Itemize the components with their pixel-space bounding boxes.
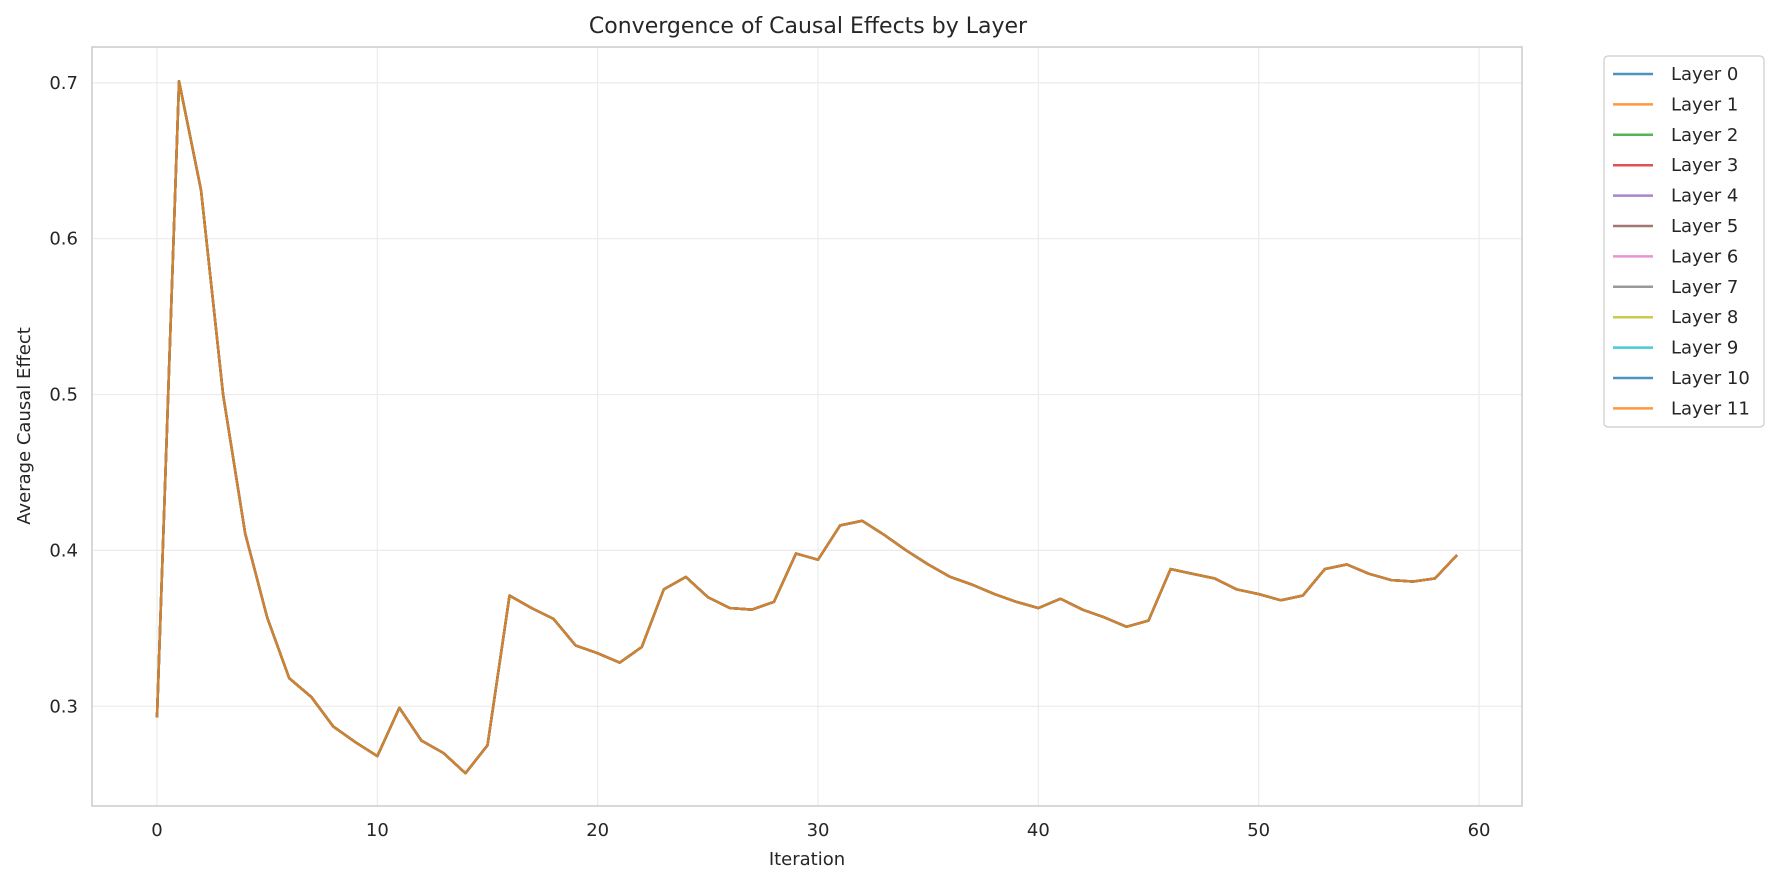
chart-title: Convergence of Causal Effects by Layer	[589, 14, 1028, 39]
series-line-layer-7	[155, 80, 1458, 775]
y-axis-label: Average Causal Effect	[14, 327, 35, 525]
legend-label: Layer 11	[1671, 398, 1750, 419]
series-line-layer-9	[155, 80, 1458, 775]
legend-label: Layer 3	[1671, 155, 1738, 176]
legend-label: Layer 10	[1671, 368, 1750, 389]
legend-label: Layer 2	[1671, 125, 1738, 146]
series-line-layer-2	[155, 80, 1458, 775]
series-line-layer-0	[155, 80, 1458, 775]
series-line-layer-5	[155, 80, 1458, 775]
series-line-layer-4	[155, 80, 1458, 775]
grid	[92, 47, 1522, 806]
x-tick-label: 10	[366, 820, 389, 841]
x-tick-label: 30	[807, 820, 830, 841]
y-tick-label: 0.7	[49, 73, 78, 94]
legend-label: Layer 1	[1671, 94, 1738, 115]
series-line-layer-3	[155, 80, 1458, 775]
legend-label: Layer 4	[1671, 186, 1738, 207]
plot-frame	[91, 46, 1523, 807]
series-line-layer-8	[155, 80, 1458, 775]
legend-label: Layer 5	[1671, 216, 1738, 237]
y-tick-label: 0.6	[49, 229, 78, 250]
x-tick-label: 60	[1468, 820, 1491, 841]
series-line-layer-11	[155, 80, 1458, 775]
legend-label: Layer 0	[1671, 64, 1738, 85]
x-tick-label: 20	[586, 820, 609, 841]
y-tick-label: 0.4	[49, 540, 78, 561]
series-line-layer-6	[155, 80, 1458, 775]
legend-label: Layer 8	[1671, 307, 1738, 328]
y-tick-label: 0.5	[49, 385, 78, 406]
x-axis-ticks: 0 10 20 30 40 50 60	[151, 820, 1490, 841]
y-axis-ticks: 0.3 0.4 0.5 0.6 0.7	[49, 73, 78, 717]
y-tick-label: 0.3	[49, 696, 78, 717]
legend: Layer 0 Layer 1 Layer 2 Layer 3 Layer 4 Layer…	[1603, 55, 1765, 428]
x-axis-label: Iteration	[769, 849, 845, 870]
series-line-layer-1	[155, 80, 1458, 775]
legend-label: Layer 7	[1671, 277, 1738, 298]
legend-frame	[1603, 55, 1765, 428]
legend-label: Layer 6	[1671, 246, 1738, 267]
series-line-layer-10	[155, 80, 1458, 775]
legend-label: Layer 9	[1671, 338, 1738, 359]
x-tick-label: 0	[151, 820, 162, 841]
x-tick-label: 40	[1027, 820, 1050, 841]
x-tick-label: 50	[1247, 820, 1270, 841]
series-lines	[155, 80, 1458, 775]
